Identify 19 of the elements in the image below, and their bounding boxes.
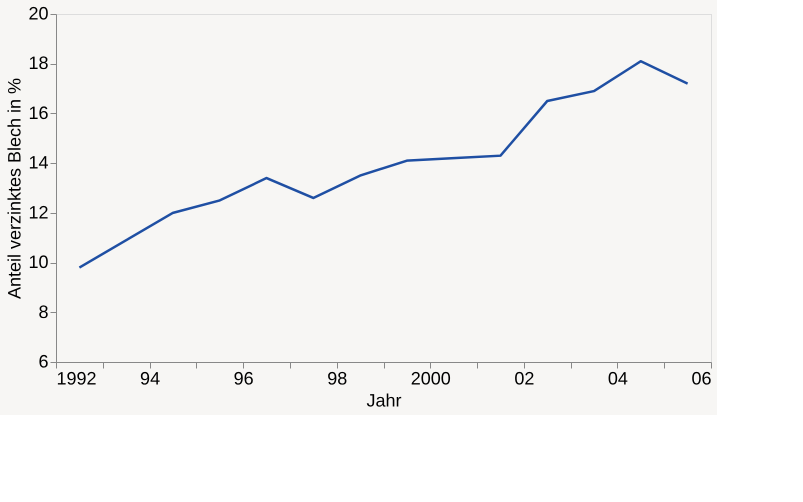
x-tick-label: 2000 <box>410 368 451 388</box>
y-tick-label: 10 <box>28 252 48 272</box>
y-tick-label: 8 <box>38 302 48 322</box>
y-tick-label: 14 <box>28 152 48 173</box>
x-tick-label: 96 <box>234 368 254 388</box>
y-tick-label: 12 <box>28 202 48 222</box>
line-series <box>78 60 689 269</box>
x-tick-label: 98 <box>327 368 348 388</box>
x-tick-label: 06 <box>691 368 712 388</box>
x-tick-label: 02 <box>514 368 534 388</box>
y-tick-label: 6 <box>38 352 48 372</box>
y-tick-label: 18 <box>28 53 48 74</box>
y-axis-title: Anteil verzinktes Blech in % <box>4 78 24 300</box>
x-tick-label: 1992 <box>56 368 97 388</box>
y-tick-label: 20 <box>28 4 48 24</box>
x-tick-label: 94 <box>140 368 160 388</box>
y-tick-label: 16 <box>28 102 48 123</box>
x-axis-title: Jahr <box>366 390 402 410</box>
x-tick-label: 04 <box>608 368 628 388</box>
